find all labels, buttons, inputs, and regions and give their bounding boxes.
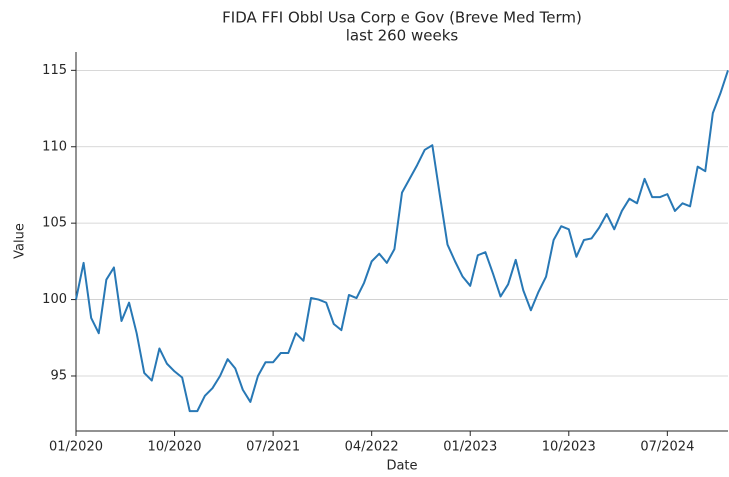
y-tick-label: 105 [42,216,67,231]
x-axis-label: Date [386,459,417,474]
y-tick-label: 110 [42,139,67,154]
x-tick-label: 07/2024 [640,440,694,455]
y-axis-label: Value [13,223,28,259]
y-tick-label: 95 [50,368,67,383]
y-tick-label: 100 [42,292,67,307]
x-tick-label: 07/2021 [246,440,300,455]
x-tick-label: 04/2022 [345,440,399,455]
x-tick-label: 10/2023 [542,440,596,455]
x-tick-label: 01/2020 [49,440,103,455]
chart-title: FIDA FFI Obbl Usa Corp e Gov (Breve Med … [222,9,582,27]
x-tick-label: 01/2023 [443,440,497,455]
x-tick-label: 10/2020 [148,440,202,455]
grid [76,69,728,377]
data-line [75,70,729,413]
y-tick-label: 115 [42,63,67,78]
chart-subtitle: last 260 weeks [346,27,459,45]
